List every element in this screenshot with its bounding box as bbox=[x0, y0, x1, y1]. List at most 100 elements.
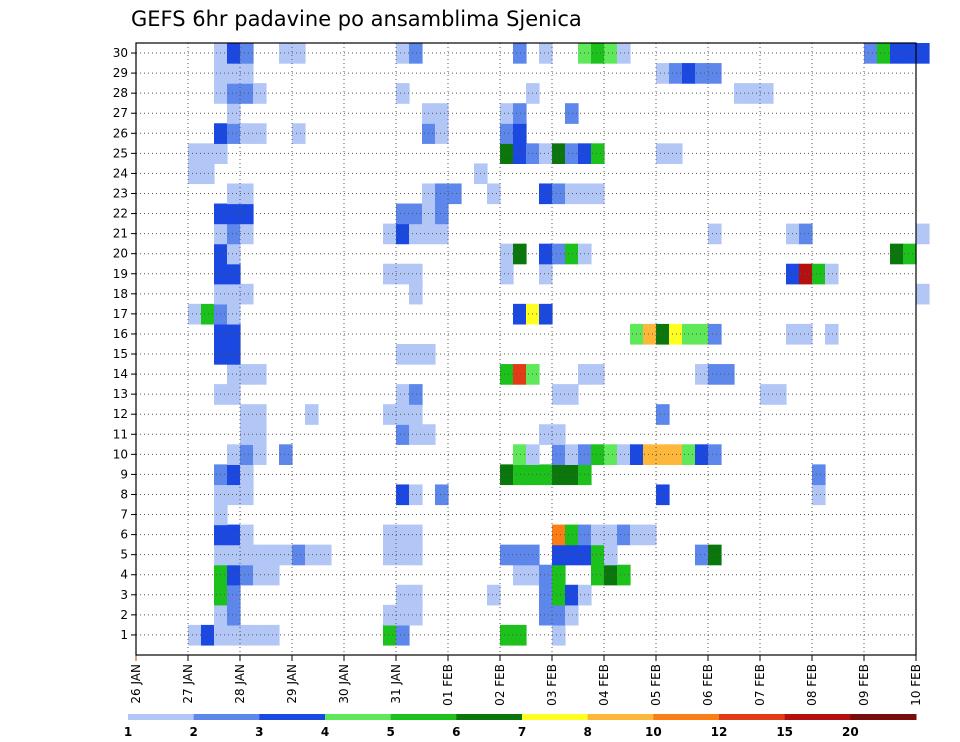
heatmap-cell bbox=[916, 43, 930, 64]
heatmap-cell bbox=[539, 143, 553, 164]
heatmap-cell bbox=[552, 384, 566, 405]
heatmap-cell bbox=[227, 364, 241, 385]
heatmap-cell bbox=[617, 564, 631, 586]
heatmap-cell bbox=[409, 223, 423, 245]
y-tick-label: 19 bbox=[113, 267, 128, 281]
heatmap-cell bbox=[435, 223, 449, 245]
colorbar-swatch bbox=[456, 714, 523, 720]
x-axis-ticks: 26 JAN 27 JAN 28 JAN 29 JAN 30 JAN 31 JAN 01 F… bbox=[129, 655, 923, 706]
heatmap-cell bbox=[539, 243, 553, 265]
heatmap-cell bbox=[227, 384, 241, 405]
heatmap-cell bbox=[396, 263, 410, 285]
heatmap-cell bbox=[409, 544, 423, 566]
heatmap-cell bbox=[552, 143, 566, 164]
colorbar-label: 10 bbox=[645, 725, 662, 739]
heatmap-cell bbox=[695, 323, 709, 345]
heatmap-cell bbox=[409, 43, 423, 64]
heatmap-cell bbox=[253, 404, 267, 425]
heatmap-cell bbox=[396, 524, 410, 546]
heatmap-cell bbox=[253, 544, 267, 566]
heatmap-cell bbox=[227, 524, 241, 546]
heatmap-cell bbox=[591, 143, 605, 164]
x-tick-label: 06 FEB bbox=[701, 664, 715, 706]
heatmap-cell bbox=[409, 384, 423, 405]
heatmap-cell bbox=[513, 364, 527, 385]
y-tick-label: 21 bbox=[113, 227, 128, 241]
heatmap-cell bbox=[396, 544, 410, 566]
heatmap-cell bbox=[565, 183, 579, 205]
colorbar-swatch bbox=[850, 714, 917, 720]
heatmap-cell bbox=[227, 484, 241, 506]
heatmap-cell bbox=[240, 83, 254, 104]
heatmap-cell bbox=[500, 544, 514, 566]
x-tick-label: 26 JAN bbox=[129, 664, 143, 704]
colorbar-swatch bbox=[587, 714, 654, 720]
x-tick-label: 09 FEB bbox=[857, 664, 871, 706]
heatmap-cell bbox=[591, 564, 605, 586]
colorbar-label: 1 bbox=[124, 725, 132, 739]
heatmap-cell bbox=[188, 163, 202, 185]
heatmap-cell bbox=[396, 624, 410, 646]
heatmap-cell bbox=[604, 43, 618, 64]
heatmap-cell bbox=[201, 303, 215, 325]
heatmap-cell bbox=[591, 183, 605, 205]
heatmap-cell bbox=[240, 424, 254, 445]
heatmap-cell bbox=[292, 43, 306, 64]
heatmap-cell bbox=[500, 243, 514, 265]
heatmap-cell bbox=[227, 544, 241, 566]
heatmap-cell bbox=[240, 544, 254, 566]
heatmap-cell bbox=[565, 143, 579, 164]
heatmap-cell bbox=[552, 444, 566, 465]
heatmap-cell bbox=[396, 604, 410, 626]
heatmap-cell bbox=[396, 203, 410, 225]
heatmap-cell bbox=[617, 524, 631, 546]
y-tick-label: 17 bbox=[113, 307, 128, 321]
heatmap-cell bbox=[864, 43, 878, 64]
heatmap-cell bbox=[903, 243, 917, 265]
colorbar-label: 8 bbox=[583, 725, 591, 739]
x-tick-label: 02 FEB bbox=[493, 664, 507, 706]
heatmap-cell bbox=[604, 564, 618, 586]
heatmap-cell bbox=[201, 163, 215, 185]
heatmap-cell bbox=[383, 604, 397, 626]
heatmap-cell bbox=[500, 263, 514, 285]
plot-frame bbox=[135, 42, 917, 656]
heatmap-cell bbox=[227, 203, 241, 225]
heatmap-cell bbox=[721, 364, 735, 385]
heatmap-cell bbox=[409, 424, 423, 445]
heatmap-cell bbox=[500, 464, 514, 486]
heatmap-cell bbox=[552, 604, 566, 626]
heatmap-cell bbox=[708, 323, 722, 345]
heatmap-cell bbox=[656, 484, 670, 506]
heatmap-cell bbox=[435, 203, 449, 225]
heatmap-cell bbox=[565, 444, 579, 465]
heatmap-cell bbox=[227, 303, 241, 325]
heatmap-cell bbox=[383, 624, 397, 646]
heatmap-cell bbox=[240, 444, 254, 465]
heatmap-cell bbox=[292, 544, 306, 566]
y-tick-label: 30 bbox=[113, 46, 128, 60]
heatmap-cell bbox=[552, 564, 566, 586]
colorbar-label: 2 bbox=[189, 725, 197, 739]
y-tick-label: 11 bbox=[113, 427, 128, 441]
y-tick-label: 14 bbox=[113, 367, 128, 381]
heatmap-cell bbox=[539, 183, 553, 205]
y-tick-label: 12 bbox=[113, 407, 128, 421]
y-tick-label: 7 bbox=[120, 508, 128, 522]
heatmap-cell bbox=[253, 123, 267, 144]
heatmap-cell bbox=[643, 323, 657, 345]
colorbar-swatch bbox=[193, 714, 260, 720]
heatmap-cell bbox=[604, 524, 618, 546]
heatmap-cell bbox=[539, 263, 553, 285]
y-tick-label: 1 bbox=[120, 628, 128, 642]
heatmap-cell bbox=[708, 63, 722, 84]
heatmap-cell bbox=[591, 43, 605, 64]
heatmap-cell bbox=[396, 424, 410, 445]
y-axis-ticks: 1234567891011121314151617181920212223242… bbox=[113, 46, 136, 642]
heatmap-cell bbox=[396, 584, 410, 606]
heatmap-cell bbox=[591, 544, 605, 566]
heatmap-cell bbox=[513, 464, 527, 486]
heatmap-cell bbox=[656, 63, 670, 84]
heatmap-cell bbox=[513, 564, 527, 586]
heatmap-cell bbox=[513, 624, 527, 646]
